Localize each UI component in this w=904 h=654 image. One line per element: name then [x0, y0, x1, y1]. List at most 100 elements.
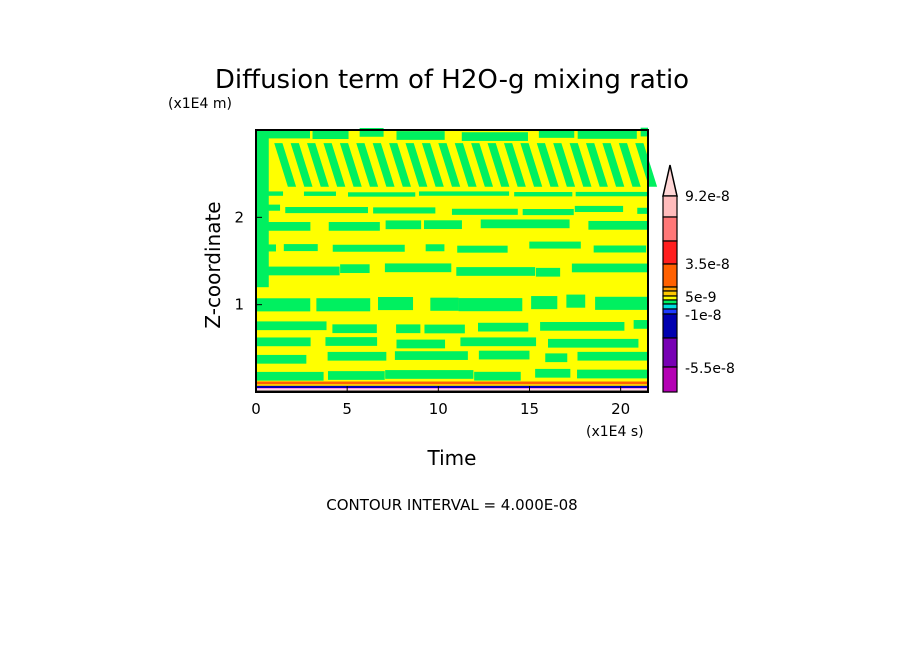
field-band: [577, 351, 648, 361]
field-band: [478, 350, 530, 360]
field-band: [340, 264, 370, 274]
field-streak: [602, 143, 625, 187]
surface-layer: [256, 385, 648, 389]
colorbar-swatch: [662, 290, 678, 297]
field-band: [547, 338, 639, 348]
field-band: [477, 322, 529, 332]
field-band: [535, 267, 561, 277]
colorbar-swatch: [662, 308, 678, 315]
field-streak: [635, 143, 658, 187]
field-band: [451, 208, 518, 215]
field-band: [575, 191, 648, 197]
colorbar-label: -5.5e-8: [685, 361, 735, 377]
field-streak: [520, 143, 543, 187]
colorbar-swatch: [662, 337, 678, 368]
field-band: [423, 220, 462, 230]
field-streak: [503, 143, 526, 187]
colorbar-swatch: [662, 195, 678, 218]
colorbar-swatch: [662, 313, 678, 339]
contour-interval-footer: CONTOUR INTERVAL = 4.000E-08: [326, 496, 577, 514]
field-band: [348, 192, 416, 197]
field-band: [256, 354, 307, 364]
field-band: [456, 267, 536, 276]
field-band: [545, 353, 568, 363]
field-streak: [586, 143, 608, 187]
x-axis-label: Time: [427, 446, 477, 470]
x-unit-label: (x1E4 s): [586, 424, 644, 440]
field-streak: [274, 143, 297, 187]
plot-frame: [255, 129, 649, 393]
colorbar-swatch: [662, 299, 678, 305]
x-tick-label: 5: [342, 400, 352, 418]
x-tick-label: 15: [520, 400, 539, 418]
x-tick-label: 10: [429, 400, 448, 418]
field-band: [538, 129, 575, 138]
field-band: [531, 296, 558, 310]
field-band: [566, 294, 586, 308]
field-band: [325, 337, 378, 346]
field-band: [595, 296, 648, 310]
field-band: [256, 191, 284, 196]
colorbar-swatch: [662, 366, 678, 393]
field-band: [424, 324, 465, 334]
field-streak: [471, 143, 494, 187]
field-streak: [618, 143, 641, 187]
field-streak: [356, 143, 379, 187]
field-streak: [421, 143, 444, 187]
colorbar-swatch: [662, 240, 678, 265]
field-band: [256, 321, 327, 331]
field-band: [458, 298, 523, 312]
field-band: [385, 370, 474, 379]
colorbar-swatch: [662, 216, 678, 242]
x-tick-label: 20: [611, 400, 630, 418]
field-band: [633, 320, 648, 329]
y-tick-label: 1: [234, 296, 244, 314]
colorbar: 9.2e-8 3.5e-8 5e-9 -1e-8 -5.5e-8: [662, 164, 735, 393]
field-band: [316, 298, 371, 312]
field-band: [457, 245, 508, 253]
field-band: [529, 241, 581, 249]
field-streak: [405, 143, 428, 187]
field-band: [522, 209, 574, 216]
field-streak: [389, 143, 411, 187]
surface-layer: [256, 384, 648, 386]
field-band: [637, 207, 648, 214]
field-band: [394, 351, 468, 360]
field-band: [460, 337, 537, 347]
field-band: [256, 298, 311, 312]
field-band: [373, 207, 436, 214]
field-band: [574, 205, 624, 213]
colorbar-label: 9.2e-8: [685, 189, 730, 205]
field-streak: [487, 143, 510, 187]
field-band: [256, 222, 311, 231]
field-band: [396, 339, 446, 349]
field-band: [461, 132, 528, 141]
field-band: [571, 263, 648, 273]
y-axis-label: Z-coordinate: [201, 201, 225, 328]
field-band: [256, 129, 310, 139]
colorbar-swatch: [662, 263, 678, 288]
field-band: [474, 371, 521, 381]
field-band: [303, 191, 336, 196]
surface-layer: [256, 389, 648, 391]
field-band: [396, 324, 421, 334]
y-tick-label: 2: [234, 208, 244, 226]
field-band: [577, 130, 637, 139]
field-band: [256, 266, 340, 276]
field-band: [396, 131, 445, 140]
field-band: [430, 297, 459, 311]
y-unit-label: (x1E4 m): [168, 96, 232, 112]
chart-title: Diffusion term of H2O-g mixing ratio: [215, 65, 689, 95]
field-band: [332, 324, 377, 334]
colorbar-label: -1e-8: [685, 308, 722, 324]
colorbar-label: 5e-9: [685, 290, 716, 306]
field-streak: [290, 143, 313, 187]
field-band: [256, 371, 324, 381]
field-streak: [454, 143, 477, 187]
colorbar-label: 3.5e-8: [685, 257, 730, 273]
surface-layer: [256, 381, 648, 385]
field-band: [385, 220, 422, 230]
colorbar-arrow: [662, 164, 678, 197]
field-band: [332, 244, 405, 252]
